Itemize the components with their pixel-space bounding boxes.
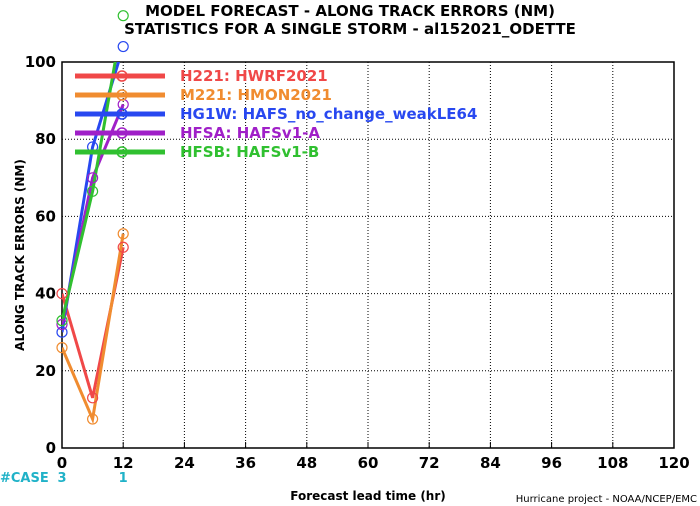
chart-subtitle: STATISTICS FOR A SINGLE STORM - al152021… — [124, 20, 576, 38]
x-tick-label: 24 — [174, 454, 195, 472]
y-tick-label: 80 — [35, 130, 56, 148]
series-5-point — [117, 10, 129, 22]
y-tick-label: 0 — [46, 439, 56, 457]
y-tick-label: 40 — [35, 285, 56, 303]
legend-label-5: HFSB: HAFSv1-B — [180, 143, 319, 161]
legend-marker-2 — [116, 89, 128, 101]
series-1-point — [117, 241, 129, 253]
axes: 0 12 24 36 48 60 72 84 96 108 120 0 20 40 60 80 100 — [25, 53, 690, 472]
series-3-point — [56, 326, 68, 338]
series-2-point — [86, 413, 99, 425]
x-tick-label: 12 — [113, 454, 134, 472]
series-4-point — [86, 172, 99, 184]
series-3-point — [117, 40, 129, 53]
legend-marker-4 — [116, 127, 128, 139]
legend-label-3: HG1W: HAFS_no_change_weakLE64 — [180, 105, 477, 123]
chart-title: MODEL FORECAST - ALONG TRACK ERRORS (NM) — [145, 2, 555, 20]
x-tick-label: 84 — [480, 454, 501, 472]
x-tick-label: 72 — [419, 454, 440, 472]
y-tick-label: 60 — [35, 207, 56, 225]
x-tick-label: 108 — [597, 454, 628, 472]
legend-marker-1 — [116, 70, 128, 82]
series-5-point — [86, 185, 99, 197]
series-1-point — [56, 288, 68, 300]
series-2-point — [56, 342, 68, 354]
case-count: 1 — [119, 471, 128, 486]
marker-layer — [56, 10, 129, 425]
legend-marker-5 — [116, 146, 128, 158]
case-counts: #CASE 3 1 — [0, 471, 128, 486]
y-tick-label: 100 — [25, 53, 56, 71]
legend-label-2: M221: HMON2021 — [180, 86, 332, 104]
case-count: 3 — [57, 471, 66, 486]
x-tick-label: 60 — [358, 454, 379, 472]
x-tick-label: 120 — [658, 454, 689, 472]
series-4-point — [56, 318, 68, 331]
series-1-point — [86, 392, 99, 404]
x-tick-label: 36 — [235, 454, 256, 472]
series-5-point — [56, 315, 68, 327]
x-tick-label: 96 — [541, 454, 562, 472]
x-tick-label: 0 — [57, 454, 67, 472]
legend-marker-3 — [116, 108, 128, 120]
x-axis-label: Forecast lead time (hr) — [290, 489, 446, 503]
y-axis-label: ALONG TRACK ERRORS (NM) — [13, 159, 27, 351]
series-line-2 — [62, 233, 125, 425]
credit-text: Hurricane project - NOAA/NCEP/EMC — [516, 494, 697, 505]
legend-label-1: H221: HWRF2021 — [180, 67, 328, 85]
y-tick-label: 20 — [35, 362, 56, 380]
case-label: #CASE — [0, 471, 49, 486]
x-tick-label: 48 — [296, 454, 317, 472]
legend-label-4: HFSA: HAFSv1-A — [180, 124, 320, 142]
series-2-point — [117, 228, 129, 240]
